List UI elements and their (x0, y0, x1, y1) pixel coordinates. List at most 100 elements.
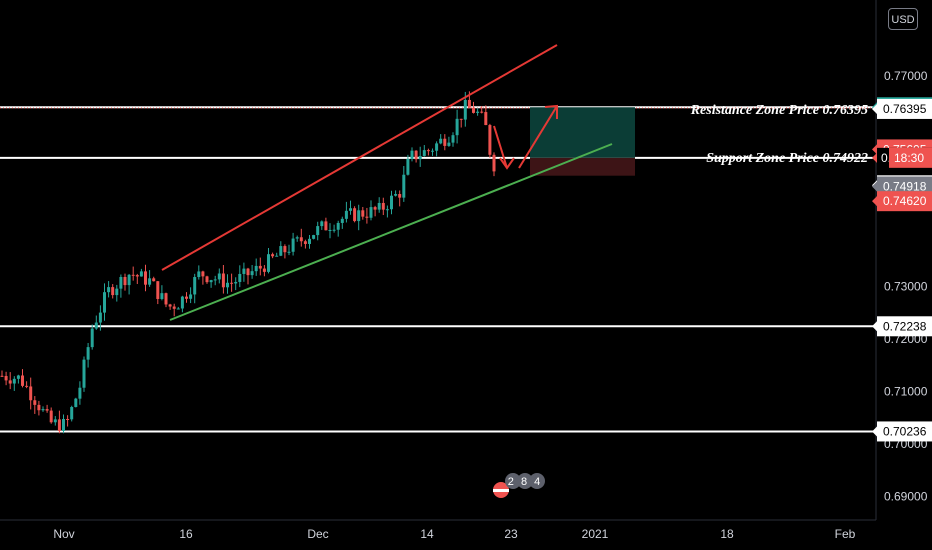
resistance-zone-label: Resistance Zone Price 0.76395 (690, 103, 868, 118)
candle-body-27 (111, 287, 115, 296)
candle-body-15 (62, 418, 65, 431)
candle-body-67 (275, 255, 279, 257)
candle-body-11 (45, 409, 49, 411)
svg-text:0.76395: 0.76395 (883, 102, 927, 116)
candle-body-64 (262, 268, 266, 272)
candle-body-97 (398, 194, 402, 198)
candle-body-3 (12, 378, 16, 384)
candle-body-102 (418, 155, 422, 160)
candle-body-54 (221, 273, 225, 288)
candle-body-107 (439, 138, 443, 144)
candle-body-106 (435, 143, 439, 151)
candle-body-81 (332, 229, 336, 231)
channel-lower-line (169, 143, 613, 321)
candle-body-88 (361, 210, 365, 217)
candle-body-37 (152, 278, 156, 282)
candle-body-0 (0, 375, 4, 377)
svg-text:0.72238: 0.72238 (883, 319, 927, 333)
event-dot-1 (505, 473, 521, 489)
currency-button[interactable]: USD (888, 8, 918, 30)
candle-body-52 (213, 279, 217, 281)
candle-body-40 (164, 293, 168, 305)
candle-body-20 (82, 359, 86, 388)
candle-body-45 (185, 296, 188, 299)
position-boxes (530, 107, 635, 176)
candle-body-74 (303, 241, 307, 244)
candle-body-51 (209, 280, 213, 283)
time-tick-label: Feb (835, 527, 856, 541)
candle-body-43 (176, 308, 180, 310)
price-tick-label: 0.71000 (884, 384, 928, 398)
candle-body-29 (119, 276, 123, 289)
events-badge[interactable]: 2 8 4 (493, 473, 545, 498)
time-tick-label: Nov (53, 527, 74, 541)
price-tag-0.72238: 0.72238 (872, 316, 932, 337)
candle-body-65 (267, 254, 270, 272)
candle-body-112 (459, 118, 463, 120)
candle-body-94 (385, 209, 389, 211)
time-tick-label: 14 (420, 527, 434, 541)
time-tick-label: Dec (307, 527, 328, 541)
candle-body-105 (431, 150, 434, 152)
candle-body-93 (381, 202, 385, 210)
candle-body-42 (172, 306, 176, 309)
candle-body-21 (86, 347, 90, 360)
candle-body-85 (349, 208, 352, 211)
svg-text:0.74918: 0.74918 (883, 180, 927, 194)
candle-body-82 (336, 222, 340, 230)
candle-body-104 (426, 150, 430, 152)
candle-body-38 (156, 281, 160, 299)
candle-body-113 (463, 99, 467, 120)
channel-upper-line (161, 44, 558, 271)
support-zone-label: Support Zone Price 0.74922 (706, 151, 868, 166)
arrow-up-head (544, 104, 558, 119)
candle-body-78 (320, 221, 324, 227)
candle-body-35 (144, 271, 147, 285)
candle-body-83 (340, 218, 344, 223)
candle-body-72 (295, 237, 299, 239)
candle-body-99 (406, 159, 410, 175)
time-tick-label: 2021 (582, 527, 609, 541)
candle-body-58 (238, 273, 242, 282)
candle-body-71 (291, 238, 295, 252)
candle-body-75 (308, 238, 311, 244)
price-tick-label: 0.73000 (884, 279, 928, 293)
price-tag-0.76395: 0.76395 (872, 98, 932, 119)
candle-body-118 (484, 112, 488, 126)
candle-body-111 (455, 118, 459, 136)
time-tick-label: 18 (720, 527, 734, 541)
candle-body-7 (29, 386, 33, 401)
candle-body-86 (353, 208, 357, 222)
candle-body-25 (103, 292, 106, 313)
candle-body-30 (123, 276, 127, 286)
svg-text:0.: 0. (881, 151, 891, 165)
candle-body-6 (25, 385, 29, 387)
candle-body-24 (98, 312, 102, 323)
candle-body-33 (135, 275, 139, 277)
candle-body-68 (279, 246, 283, 256)
candle-body-79 (324, 221, 328, 231)
candle-body-48 (197, 271, 201, 278)
candle-body-23 (94, 322, 98, 329)
candle-body-55 (226, 282, 229, 288)
candle-body-108 (443, 138, 447, 146)
candle-body-96 (394, 194, 398, 196)
candle-body-5 (21, 375, 24, 386)
candle-body-63 (258, 265, 262, 269)
candle-body-41 (168, 304, 172, 307)
candle-body-2 (8, 380, 12, 384)
price-tag-0.70236: 0.70236 (872, 421, 932, 442)
candle-body-46 (189, 294, 193, 299)
candle-body-116 (476, 111, 480, 113)
candle-body-84 (344, 210, 348, 219)
price-tag-18:30: 0. 18:30 (872, 147, 932, 168)
candle-body-22 (90, 328, 94, 348)
candle-body-103 (422, 150, 426, 156)
candle-body-18 (74, 398, 78, 408)
candle-body-53 (217, 273, 221, 280)
candle-body-91 (373, 207, 377, 210)
flag-stripe (493, 489, 509, 492)
candle-body-16 (66, 418, 70, 420)
candle-body-70 (287, 251, 291, 253)
